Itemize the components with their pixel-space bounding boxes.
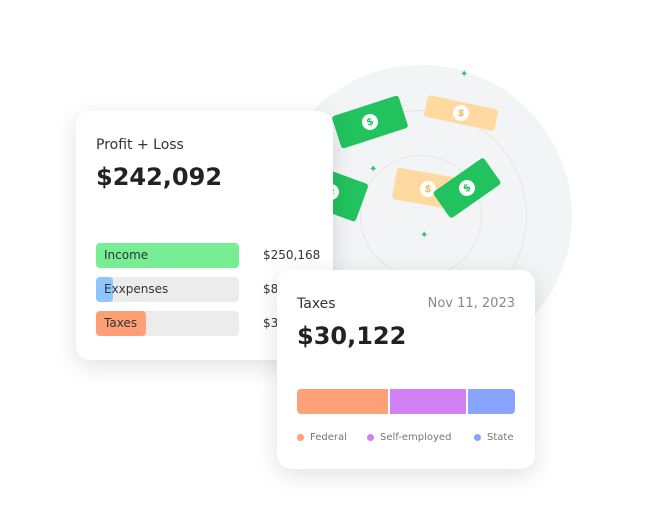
expenses-bar: Exxpenses <box>96 277 239 302</box>
legend-self-employed: Self-employed <box>367 432 451 443</box>
sparkle-icon: ✦ <box>420 230 429 241</box>
sparkle-icon: ✦ <box>460 69 469 80</box>
taxes-bar: Taxes <box>96 311 239 336</box>
taxes-amount: $3 <box>263 316 279 330</box>
state-segment <box>468 389 515 414</box>
federal-segment <box>297 389 388 414</box>
taxes-card: Taxes Nov 11, 2023 $30,122 Federal Self-… <box>277 270 535 469</box>
legend-state: State <box>474 432 513 443</box>
expenses-amount: $8 <box>263 282 279 296</box>
income-bar: Income <box>96 243 239 268</box>
card-title: Taxes <box>297 296 336 312</box>
profit-total: $242,092 <box>96 163 223 191</box>
sparkle-icon: ✦ <box>369 164 378 175</box>
legend-federal: Federal <box>297 432 347 443</box>
card-title: Profit + Loss <box>96 137 184 153</box>
self-employed-segment <box>390 389 466 414</box>
income-amount: $250,168 <box>263 248 321 262</box>
taxes-total: $30,122 <box>297 322 407 350</box>
taxes-date: Nov 11, 2023 <box>427 296 515 311</box>
